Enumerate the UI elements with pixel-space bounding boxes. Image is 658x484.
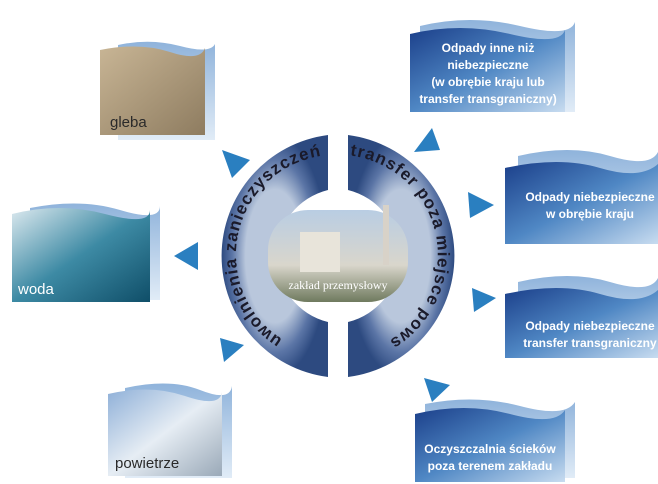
water-label: woda — [17, 281, 55, 298]
box-text: w obrębie kraju — [545, 207, 634, 221]
box-2: Odpady niebezpieczne w obrębie kraju — [505, 150, 658, 244]
box-text: poza terenem zakładu — [428, 459, 553, 473]
center-label: zakład przemysłowy — [289, 278, 388, 292]
box-text: transfer transgraniczny — [523, 336, 657, 350]
box-text: (w obrębie kraju lub — [431, 75, 544, 89]
box-1: Odpady inne niż niebezpieczne (w obrębie… — [410, 20, 575, 112]
box-text: Odpady inne niż — [442, 41, 535, 55]
air-panel: powietrze — [108, 383, 232, 478]
box-text: Oczyszczalnia ścieków — [424, 442, 556, 456]
water-panel: woda — [12, 203, 160, 302]
box-text: Odpady niebezpieczne — [525, 190, 655, 204]
box-3: Odpady niebezpieczne transfer transgrani… — [505, 276, 658, 358]
box-text: niebezpieczne — [447, 58, 529, 72]
soil-panel: gleba — [100, 41, 215, 140]
arrows — [174, 128, 496, 402]
box-4: Oczyszczalnia ścieków poza terenem zakła… — [415, 399, 575, 482]
soil-label: gleba — [110, 114, 147, 131]
box-text: Odpady niebezpieczne — [525, 319, 655, 333]
air-label: powietrze — [115, 455, 179, 472]
box-text: transfer transgraniczny) — [419, 92, 556, 106]
ring: zakład przemysłowy uwolnienia zanieczysz… — [0, 0, 455, 377]
